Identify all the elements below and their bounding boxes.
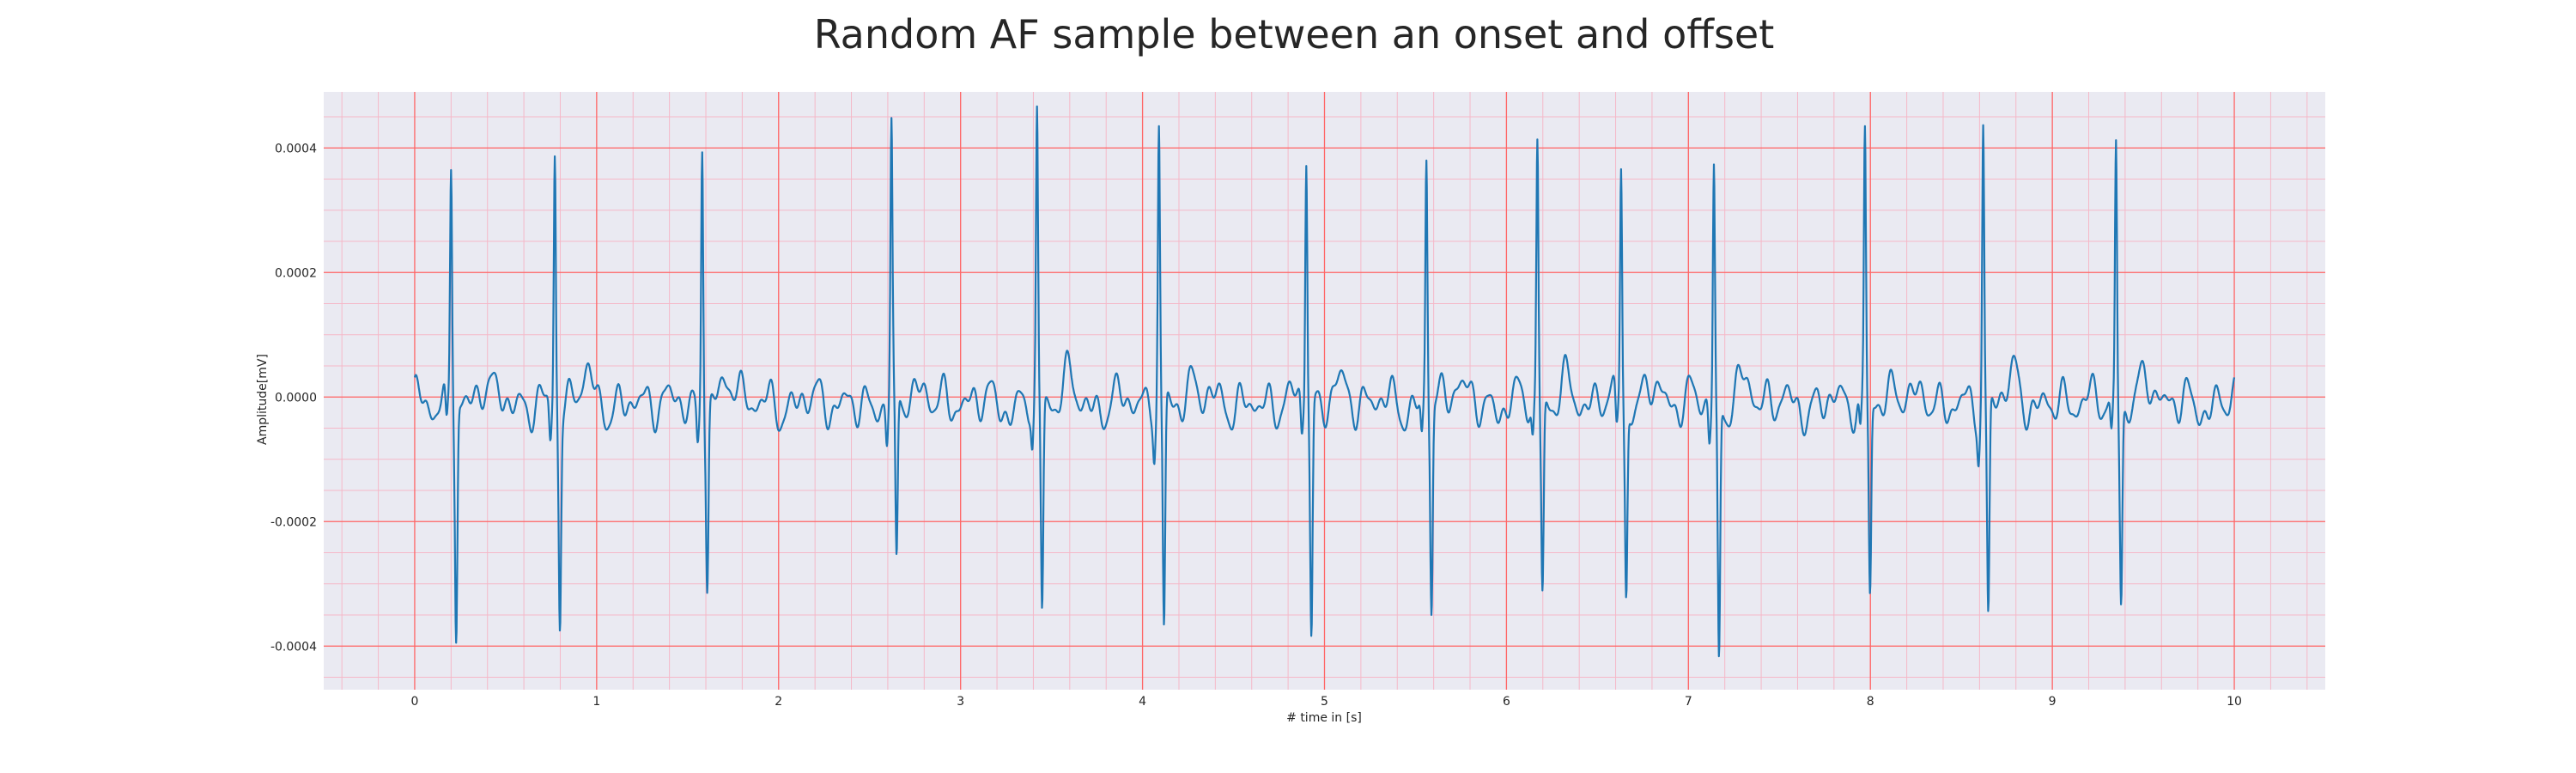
y-axis-ticks: 0.0004 0.0002 0.0000 -0.0002 -0.0004 (270, 142, 317, 654)
y-tick-label: 0.0000 (275, 391, 317, 405)
x-axis-label: # time in [s] (1286, 711, 1362, 725)
x-tick-label: 6 (1503, 695, 1510, 709)
x-tick-label: 3 (957, 695, 964, 709)
x-tick-label: 0 (410, 695, 418, 709)
x-tick-label: 7 (1685, 695, 1692, 709)
y-tick-label: 0.0002 (275, 266, 317, 280)
x-axis-ticks: 0 1 2 3 4 5 6 7 8 9 10 (410, 695, 2241, 709)
y-tick-label: 0.0004 (275, 142, 317, 155)
y-tick-label: -0.0004 (270, 640, 317, 654)
chart-title: Random AF sample between an onset and of… (814, 11, 1775, 58)
x-tick-label: 10 (2227, 695, 2242, 709)
x-tick-label: 4 (1139, 695, 1146, 709)
x-tick-label: 8 (1867, 695, 1874, 709)
y-tick-label: -0.0002 (270, 515, 317, 529)
x-tick-label: 5 (1321, 695, 1328, 709)
x-tick-label: 2 (775, 695, 782, 709)
ecg-series-line (413, 105, 2236, 658)
major-grid (324, 92, 2325, 690)
x-tick-label: 9 (2049, 695, 2057, 709)
y-axis-label: Amplitude[mV] (256, 354, 270, 445)
x-tick-label: 1 (592, 695, 600, 709)
